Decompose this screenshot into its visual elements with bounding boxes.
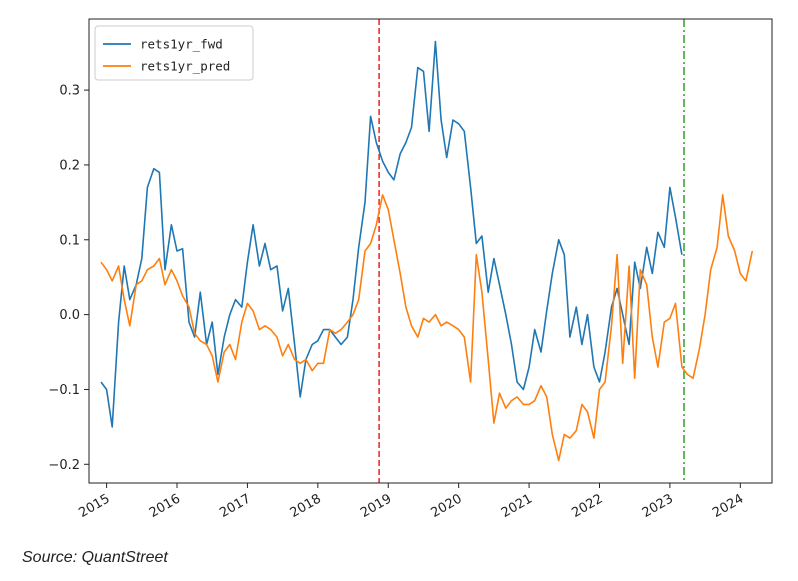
legend-label: rets1yr_fwd [140, 37, 223, 52]
legend-box [94, 25, 254, 81]
legend: rets1yr_fwd rets1yr_pred [94, 25, 254, 81]
y-axis: −0.2 −0.1 0.0 0.1 0.2 0.3 [48, 84, 89, 473]
series-lines [100, 40, 754, 462]
y-tick-label: 0.1 [59, 233, 80, 248]
x-tick-label: 2019 [358, 491, 394, 521]
x-tick-label: 2024 [710, 491, 746, 521]
y-tick-label: 0.2 [59, 158, 80, 173]
x-tick-label: 2016 [147, 491, 183, 521]
axes-frame [88, 18, 773, 484]
x-tick-label: 2020 [429, 491, 465, 521]
legend-label: rets1yr_pred [140, 59, 230, 74]
series-line-rets1yr_fwd [100, 40, 683, 428]
x-tick-label: 2017 [217, 491, 253, 521]
x-tick-label: 2018 [288, 491, 324, 521]
line-chart: −0.2−0.10.00.10.20.3 2015 2016 2017 2018 201… [48, 18, 773, 521]
y-tick-label: −0.2 [48, 458, 80, 473]
x-tick-label: 2021 [499, 491, 535, 521]
x-tick-label: 2015 [76, 491, 112, 521]
source-note: Source: QuantStreet [22, 549, 168, 566]
y-tick-label: 0.0 [59, 308, 80, 323]
y-tick-label: 0.3 [59, 84, 80, 99]
x-tick-label: 2022 [569, 491, 605, 521]
y-tick-label: −0.1 [48, 383, 80, 398]
series-line-rets1yr_pred [100, 194, 754, 462]
reference-lines [378, 19, 685, 483]
x-axis: 2015 2016 2017 2018 2019 2020 2021 2022 2023 2024 [76, 483, 746, 521]
x-tick-label: 2023 [640, 491, 676, 521]
